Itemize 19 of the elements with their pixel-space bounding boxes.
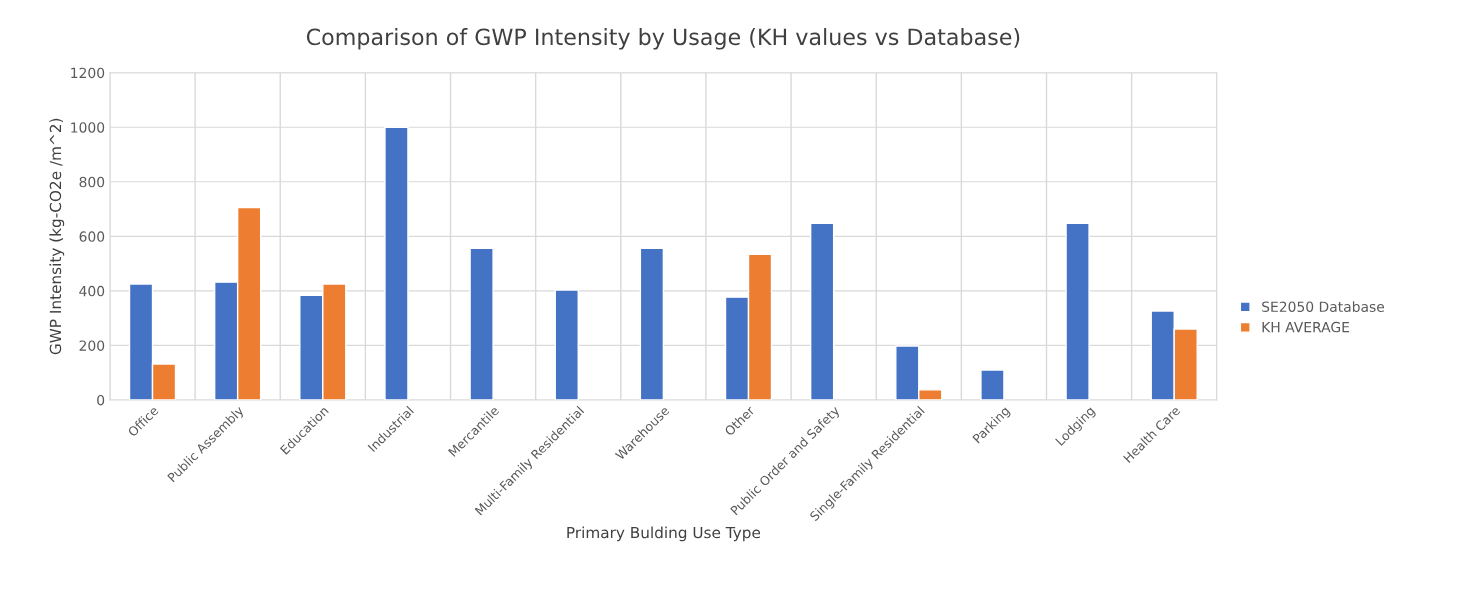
- bar: [809, 222, 835, 400]
- y-tick-label: 0: [97, 394, 105, 406]
- bar: [554, 289, 579, 400]
- bar: [469, 247, 494, 400]
- bar: [1065, 222, 1090, 400]
- y-tick-label: 1200: [71, 67, 105, 79]
- y-tick-label: 600: [79, 231, 105, 242]
- y-tick-label: 1000: [71, 122, 105, 133]
- x-axis-title: Primary Bulding Use Type: [567, 526, 761, 542]
- chart-title: Comparison of GWP Intensity by Usage (KH values vs Database): [306, 28, 1020, 50]
- bar: [980, 369, 1005, 400]
- y-tick-label: 400: [79, 285, 105, 297]
- y-axis-title: GWP Intensity (kg-CO2e /m^2): [49, 118, 65, 355]
- bar: [384, 126, 409, 400]
- legend-label: KH AVERAGE: [1262, 321, 1350, 333]
- y-tick-label: 800: [79, 176, 105, 188]
- bar: [639, 247, 665, 400]
- y-tick-label: 200: [79, 340, 105, 351]
- legend-label: SE2050 Database: [1262, 301, 1385, 312]
